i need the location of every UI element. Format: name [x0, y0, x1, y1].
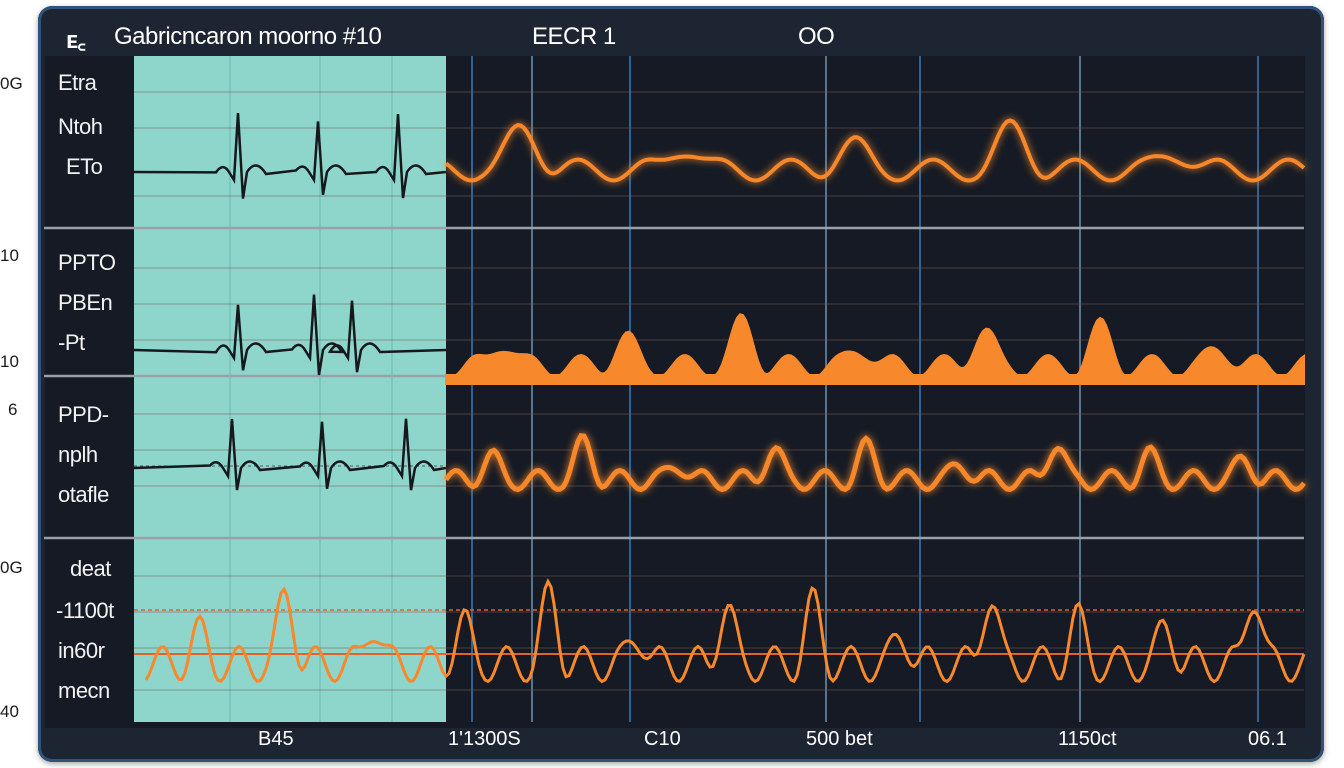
outer-label-5: 0G [0, 558, 23, 577]
ch4-label-4: mecn [58, 678, 110, 703]
time-label-3: C10 [644, 728, 681, 750]
ch1-trace-orange [444, 118, 1306, 183]
app-logo-icon: ᴇ꜀ [66, 27, 86, 54]
ch4-label-1: deat [70, 556, 111, 581]
ch1-trace-dark [133, 112, 447, 199]
ch3-label-3: otafle [58, 482, 109, 507]
window-header: ᴇ꜀ Gabricncaron moorno #10 EECR 1 OO [38, 6, 1324, 58]
time-label-4: 500 bet [806, 728, 873, 750]
outer-label-6: 40 [0, 702, 19, 721]
time-label-5: 1150ct [1058, 728, 1117, 750]
ch3-label-1: PPD- [58, 402, 109, 427]
ch2-baseline-bar [446, 374, 1304, 384]
ch4-trace-orange [144, 578, 1306, 684]
outer-label-2: 10 [0, 246, 19, 265]
ch3-label-2: nplh [58, 442, 98, 467]
outer-label-1: 0G [0, 74, 23, 93]
time-label-1: B45 [258, 728, 294, 750]
ch2-label-1: PPTO [58, 250, 116, 275]
status-indicator: OO [798, 23, 835, 50]
ch4-label-3: in60r [58, 638, 105, 663]
ch2-label-3: -Pt [58, 330, 85, 355]
ch1-label-2: Ntoh [58, 114, 103, 139]
window-title: Gabricncaron moorno #10 [114, 23, 382, 50]
time-label-2: 1'1300S [448, 728, 521, 750]
ch2-trace-dark [133, 294, 447, 376]
ch4-label-2: -1100t [56, 598, 114, 623]
ch3-trace-orange [443, 433, 1306, 493]
highlight-region [134, 56, 446, 722]
ch2-label-2: PBEn [58, 290, 113, 315]
ch3-trace-dark [133, 418, 447, 491]
ch1-label-1: Etra [58, 70, 97, 95]
outer-label-4: 6 [8, 400, 18, 419]
time-label-6: 06.1 [1248, 728, 1287, 750]
ch2-area-orange [445, 313, 1305, 385]
ch1-label-3: ETo [66, 154, 103, 179]
traces [133, 112, 1306, 684]
outer-label-3: 10 [0, 352, 19, 371]
ecg-channel-label: EECR 1 [532, 23, 616, 50]
